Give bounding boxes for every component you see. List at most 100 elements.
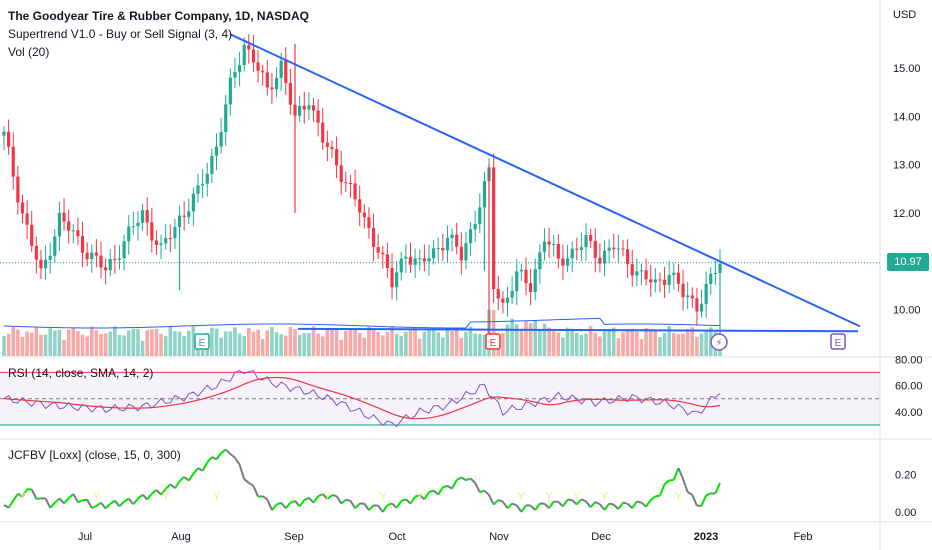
candle-body[interactable] [575, 248, 579, 250]
candle-body[interactable] [16, 176, 20, 203]
jcfbv-segment[interactable] [363, 503, 370, 511]
jcfbv-segment[interactable] [423, 491, 430, 500]
jcfbv-segment[interactable] [613, 503, 620, 510]
jcfbv-segment[interactable] [655, 494, 661, 498]
jcfbv-segment[interactable] [276, 501, 282, 506]
candle-body[interactable] [168, 238, 172, 240]
jcfbv-segment[interactable] [677, 467, 684, 480]
candle-body[interactable] [496, 289, 500, 299]
jcfbv-segment[interactable] [146, 493, 153, 501]
jcfbv-segment[interactable] [599, 503, 606, 511]
jcfbv-segment[interactable] [432, 489, 439, 496]
jcfbv-segment[interactable] [511, 502, 518, 507]
jcfbv-segment[interactable] [220, 448, 227, 454]
candle-body[interactable] [127, 226, 131, 242]
jcfbv-segment[interactable] [437, 486, 444, 496]
candle-body[interactable] [589, 235, 593, 241]
candle-body[interactable] [570, 248, 574, 259]
candle-body[interactable] [538, 252, 542, 270]
candle-body[interactable] [385, 254, 390, 268]
jcfbv-segment[interactable] [63, 497, 70, 505]
jcfbv-segment[interactable] [326, 494, 333, 500]
jcfbv-segment[interactable] [377, 504, 384, 513]
jcfbv-segment[interactable] [3, 504, 10, 509]
jcfbv-segment[interactable] [151, 489, 158, 495]
candle-body[interactable] [219, 132, 223, 147]
jcfbv-segment[interactable] [49, 502, 56, 509]
candle-body[interactable] [552, 243, 556, 245]
jcfbv-segment[interactable] [91, 505, 97, 509]
jcfbv-segment[interactable] [700, 494, 708, 507]
candle-body[interactable] [256, 62, 260, 71]
candle-body[interactable] [395, 272, 399, 288]
candle-body[interactable] [598, 257, 602, 264]
candle-body[interactable] [182, 215, 186, 217]
candle-body[interactable] [681, 283, 685, 298]
jcfbv-segment[interactable] [349, 500, 356, 509]
candle-body[interactable] [450, 234, 454, 238]
jcfbv-segment[interactable] [54, 497, 61, 504]
candle-body[interactable] [173, 226, 177, 239]
jcfbv-segment[interactable] [663, 479, 670, 485]
candle-body[interactable] [90, 252, 94, 260]
earnings-marker[interactable] [830, 333, 846, 350]
candle-body[interactable] [644, 270, 648, 280]
jcfbv-segment[interactable] [294, 500, 301, 507]
candle-body[interactable] [358, 199, 362, 213]
jcfbv-segment[interactable] [100, 502, 107, 510]
jcfbv-segment[interactable] [30, 488, 38, 500]
jcfbv-segment[interactable] [636, 500, 642, 504]
candle-body[interactable] [94, 252, 98, 256]
jcfbv-segment[interactable] [187, 473, 195, 482]
candle-body[interactable] [339, 165, 343, 183]
jcfbv-segment[interactable] [58, 497, 65, 505]
jcfbv-segment[interactable] [543, 503, 550, 509]
candle-body[interactable] [30, 224, 34, 246]
jcfbv-segment[interactable] [705, 492, 712, 497]
candle-body[interactable] [344, 182, 348, 184]
jcfbv-segment[interactable] [502, 501, 509, 509]
jcfbv-segment[interactable] [164, 483, 171, 490]
candle-body[interactable] [371, 228, 376, 247]
split-marker[interactable] [710, 333, 728, 351]
candle-body[interactable] [626, 249, 630, 265]
jcfbv-segment[interactable] [238, 464, 246, 480]
candle-body[interactable] [85, 252, 89, 260]
jcfbv-segment[interactable] [36, 497, 42, 500]
jcfbv-segment[interactable] [155, 489, 162, 496]
support-trend-line[interactable] [297, 327, 859, 333]
jcfbv-segment[interactable] [298, 499, 306, 507]
jcfbv-segment[interactable] [488, 494, 495, 505]
jcfbv-segment[interactable] [174, 480, 181, 489]
candle-body[interactable] [478, 207, 482, 225]
candle-body[interactable] [25, 213, 29, 225]
candle-body[interactable] [455, 234, 459, 247]
jcfbv-segment[interactable] [109, 499, 116, 505]
candle-body[interactable] [325, 142, 329, 147]
candle-body[interactable] [607, 247, 611, 251]
candle-body[interactable] [20, 202, 25, 214]
jcfbv-segment[interactable] [252, 485, 259, 497]
earnings-marker[interactable] [485, 333, 501, 350]
earnings-marker[interactable] [194, 333, 210, 350]
jcfbv-segment[interactable] [534, 502, 541, 511]
candle-body[interactable] [39, 259, 43, 269]
jcfbv-segment[interactable] [248, 482, 255, 487]
candle-body[interactable] [237, 65, 242, 72]
candle-body[interactable] [630, 264, 634, 276]
volume-legend[interactable]: Vol (20) [8, 45, 50, 59]
jcfbv-segment[interactable] [354, 502, 361, 509]
jcfbv-segment[interactable] [178, 476, 185, 482]
candle-body[interactable] [362, 212, 366, 218]
jcfbv-segment[interactable] [497, 498, 504, 503]
candle-body[interactable] [533, 269, 537, 293]
candle-body[interactable] [408, 256, 413, 265]
jcfbv-segment[interactable] [714, 482, 721, 494]
jcfbv-segment[interactable] [21, 488, 28, 498]
candle-body[interactable] [67, 221, 71, 231]
rsi-sma-line[interactable] [3, 376, 721, 420]
jcfbv-segment[interactable] [345, 498, 351, 502]
candle-body[interactable] [593, 240, 597, 258]
jcfbv-segment[interactable] [506, 502, 513, 509]
